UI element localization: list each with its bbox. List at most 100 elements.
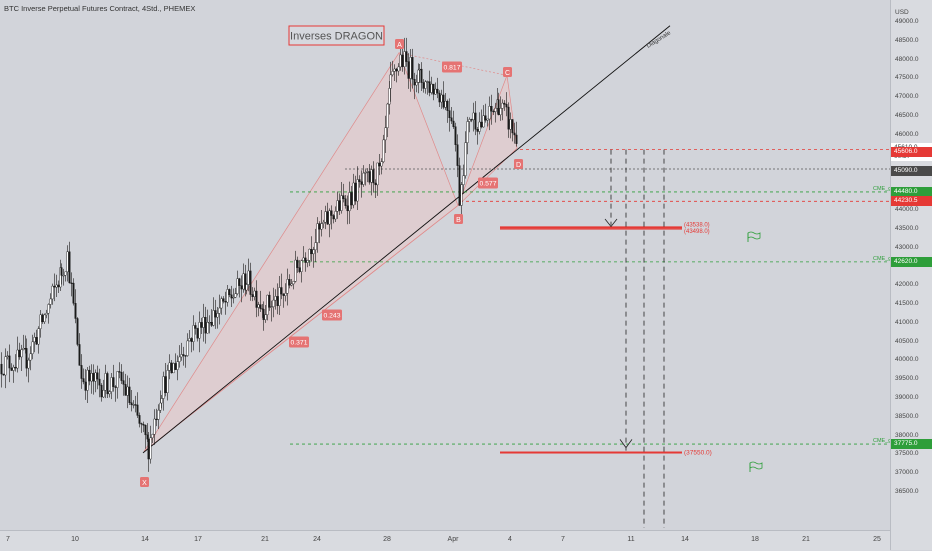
time-axis[interactable]: 7 10 14 17 21 24 28 Apr 4 7 11 14 18 21 25 — [0, 530, 890, 551]
candle-body — [318, 223, 321, 230]
down-arrow-icon — [604, 218, 618, 228]
candle-body — [478, 121, 481, 132]
candle-body — [420, 68, 423, 83]
candle-body — [494, 107, 497, 112]
candle — [66, 245, 69, 282]
candle — [304, 252, 307, 272]
candle-body — [136, 404, 139, 416]
candle-body — [192, 325, 195, 342]
candle — [53, 273, 56, 302]
candle — [155, 408, 158, 427]
candle-body — [468, 119, 471, 122]
candle-body — [57, 284, 60, 288]
flag-cloth — [747, 231, 761, 240]
candle-body — [338, 200, 341, 211]
ratio-label-xb-badge — [322, 309, 342, 321]
candle-body — [49, 298, 52, 305]
candle — [168, 354, 171, 380]
candle — [102, 379, 105, 399]
candle — [430, 76, 433, 95]
candle — [82, 368, 85, 385]
candle-body — [499, 108, 502, 116]
candle-body — [236, 278, 239, 294]
candle-body — [216, 313, 219, 318]
candle-body — [464, 142, 467, 176]
candle-body — [20, 349, 23, 358]
candle — [440, 89, 443, 109]
candle-body — [102, 390, 105, 398]
candle — [25, 338, 28, 377]
candle — [356, 166, 359, 211]
candle — [88, 365, 91, 386]
candle-body — [282, 293, 285, 296]
chart-pane[interactable]: X A B C D 0.817 0.577 0.243 0.371 Inverses DRAGON… — [0, 0, 897, 530]
candle — [247, 258, 250, 292]
candle-body — [112, 377, 115, 387]
candle-body — [132, 404, 135, 406]
candle-body — [188, 338, 191, 342]
time-tick: 17 — [194, 536, 202, 543]
candle — [214, 299, 217, 329]
candle-body — [68, 251, 71, 284]
target-bar-lower — [500, 451, 682, 454]
candle-body — [422, 82, 425, 89]
candle-body — [462, 175, 465, 185]
candle-body — [33, 337, 36, 343]
candle-body — [272, 299, 275, 307]
candle-body — [64, 271, 67, 276]
candle-body — [280, 287, 283, 295]
candle-body — [245, 284, 248, 291]
candle — [268, 291, 271, 311]
candle-body — [157, 409, 160, 420]
candle-body — [247, 270, 250, 285]
candle — [478, 112, 481, 135]
candle — [60, 263, 63, 285]
candle-body — [259, 304, 262, 309]
candle-body — [155, 418, 158, 421]
candle-body — [409, 57, 412, 79]
point-label-d: D — [516, 162, 521, 169]
candle-body — [472, 112, 475, 120]
candle — [182, 346, 185, 366]
price-tick: 40500.0 — [895, 337, 919, 345]
candle-body — [39, 314, 42, 329]
candle-body — [348, 192, 351, 212]
candle-body — [98, 378, 101, 386]
countdown-timer: 00:37 — [894, 153, 911, 161]
candle-body — [405, 51, 408, 62]
candle — [270, 300, 273, 322]
ratio-label-xab-badge — [289, 336, 309, 348]
ratio-label-bd: 0.577 — [479, 181, 496, 188]
candle-body — [178, 356, 181, 362]
candle — [253, 287, 256, 301]
candle — [184, 354, 187, 368]
candle — [51, 283, 54, 305]
price-tick: 41500.0 — [895, 300, 919, 307]
candle — [76, 317, 79, 347]
candle — [470, 118, 473, 123]
candle-body — [198, 322, 201, 339]
candle-body — [384, 127, 387, 141]
candle — [194, 322, 197, 335]
candle — [126, 375, 129, 409]
candle-body — [151, 434, 154, 439]
price-axis[interactable]: USD 49000.0 48500.0 48000.0 47500.0 47000.0 4… — [890, 0, 932, 550]
candle-body — [314, 242, 317, 251]
candle — [302, 246, 305, 261]
candle — [330, 205, 333, 230]
candle-body — [122, 380, 125, 385]
time-tick: 24 — [313, 536, 321, 543]
candle — [236, 270, 239, 296]
candle-body — [413, 78, 416, 86]
chart-canvas[interactable]: X A B C D 0.817 0.577 0.243 0.371 Inverses DRAGON… — [0, 0, 897, 530]
candle-body — [120, 372, 123, 381]
point-label-x: X — [142, 480, 147, 487]
candle — [92, 364, 95, 395]
candle-body — [407, 61, 410, 79]
candle — [218, 294, 221, 325]
price-tick: 46000.0 — [895, 130, 919, 138]
target-label-1: (43538.0) — [684, 222, 710, 228]
candle — [332, 214, 335, 224]
candle-body — [100, 384, 103, 398]
